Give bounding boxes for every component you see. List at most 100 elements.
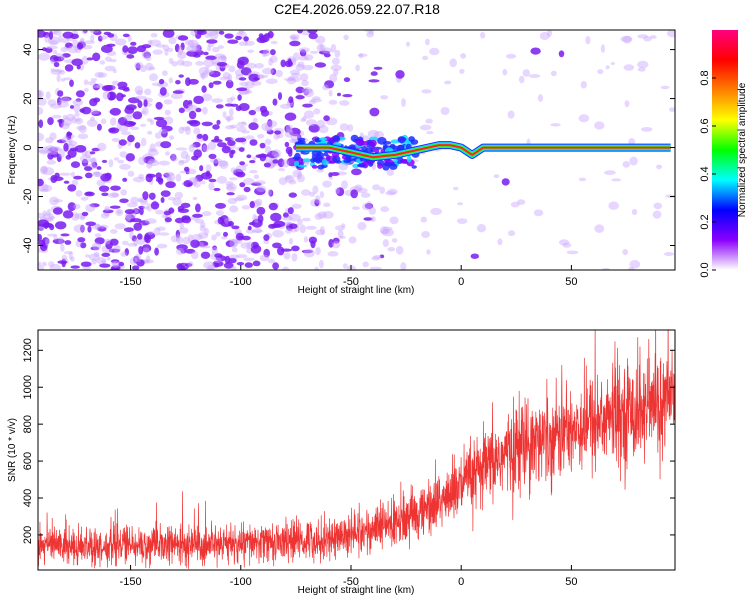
noise-blob <box>63 180 70 184</box>
noise-blob <box>562 242 572 248</box>
noise-blob <box>286 77 297 85</box>
noise-blob <box>317 211 327 219</box>
noise-blob <box>229 205 239 213</box>
noise-blob <box>460 53 467 59</box>
noise-blob <box>253 174 260 180</box>
spectrum-plot-frame <box>37 29 676 271</box>
noise-blob <box>622 161 631 168</box>
noise-blob <box>208 178 217 183</box>
noise-blob <box>80 224 85 233</box>
noise-blob <box>104 65 116 72</box>
noise-blob <box>207 45 212 52</box>
noise-blob <box>239 161 246 166</box>
noise-blob <box>137 233 143 240</box>
noise-blob <box>319 191 325 199</box>
noise-blob <box>178 74 184 78</box>
noise-blob <box>134 253 142 263</box>
noise-blob <box>95 171 101 178</box>
noise-blob <box>342 263 348 269</box>
snr-series <box>38 330 675 569</box>
noise-blob <box>224 255 231 264</box>
noise-blob <box>80 242 87 249</box>
noise-blob <box>176 233 181 242</box>
noise-blob <box>287 149 293 157</box>
noise-blob <box>368 79 380 83</box>
noise-blob <box>272 262 279 270</box>
noise-blob <box>229 124 238 129</box>
noise-blob <box>310 50 319 54</box>
noise-blob <box>110 185 121 191</box>
noise-blob <box>127 170 135 177</box>
noise-blob <box>215 202 226 209</box>
noise-blob <box>87 81 97 86</box>
noise-blob <box>192 213 203 218</box>
noise-blob <box>176 59 185 66</box>
noise-blob <box>60 46 69 53</box>
noise-blob <box>279 103 292 109</box>
noise-blob <box>245 80 255 89</box>
noise-blob <box>348 236 357 244</box>
noise-blob <box>63 142 69 152</box>
noise-blob <box>327 251 339 257</box>
noise-blob <box>145 55 152 61</box>
noise-blob <box>101 259 106 265</box>
noise-blob <box>228 108 234 117</box>
noise-blob <box>206 39 218 44</box>
noise-blob <box>77 133 89 140</box>
noise-blob <box>74 145 87 153</box>
noise-blob <box>48 215 56 220</box>
noise-blob <box>139 207 144 216</box>
noise-blob <box>362 261 369 268</box>
noise-blob <box>85 203 96 213</box>
noise-blob <box>96 179 106 187</box>
noise-blob <box>322 47 332 54</box>
noise-blob <box>605 65 610 70</box>
noise-blob <box>558 50 565 58</box>
noise-blob <box>210 158 222 164</box>
noise-blob <box>231 225 240 230</box>
noise-blob <box>92 242 102 251</box>
noise-blob <box>75 98 82 102</box>
noise-blob <box>302 115 307 122</box>
noise-blob <box>201 93 213 102</box>
noise-blob <box>283 252 291 260</box>
noise-blob <box>314 195 321 204</box>
noise-blob <box>187 104 194 109</box>
noise-blob <box>73 224 86 233</box>
noise-blob <box>262 48 271 57</box>
noise-blob <box>422 55 429 61</box>
noise-blob <box>205 55 217 61</box>
noise-blob <box>178 227 189 234</box>
noise-blob <box>245 62 257 69</box>
noise-blob <box>247 49 255 53</box>
y-tick-label: 600 <box>22 452 34 470</box>
noise-blob <box>51 114 62 119</box>
noise-blob <box>45 47 53 53</box>
noise-blob <box>243 186 251 193</box>
noise-blob <box>426 131 434 135</box>
noise-blob <box>63 251 74 255</box>
noise-blob <box>221 236 228 240</box>
noise-blob <box>178 126 185 134</box>
noise-blob <box>147 149 159 156</box>
noise-blob <box>181 215 191 221</box>
noise-blob <box>102 209 114 214</box>
noise-blob <box>420 216 427 223</box>
noise-blob <box>73 175 83 180</box>
noise-blob <box>421 231 430 238</box>
noise-blob <box>148 66 156 71</box>
colorbar-label: Normalized spectral amplitude <box>737 82 748 217</box>
noise-blob <box>94 233 102 238</box>
noise-blob <box>168 172 176 182</box>
noise-blob <box>236 121 247 127</box>
noise-blob <box>99 263 111 268</box>
noise-blob <box>303 110 315 119</box>
noise-blob <box>58 70 66 75</box>
y-tick-label: 200 <box>22 526 34 544</box>
noise-blob <box>301 189 311 196</box>
noise-blob <box>60 233 70 237</box>
noise-blob <box>401 98 406 107</box>
noise-blob <box>284 77 295 82</box>
noise-blob <box>162 70 168 77</box>
noise-blob <box>165 151 170 156</box>
